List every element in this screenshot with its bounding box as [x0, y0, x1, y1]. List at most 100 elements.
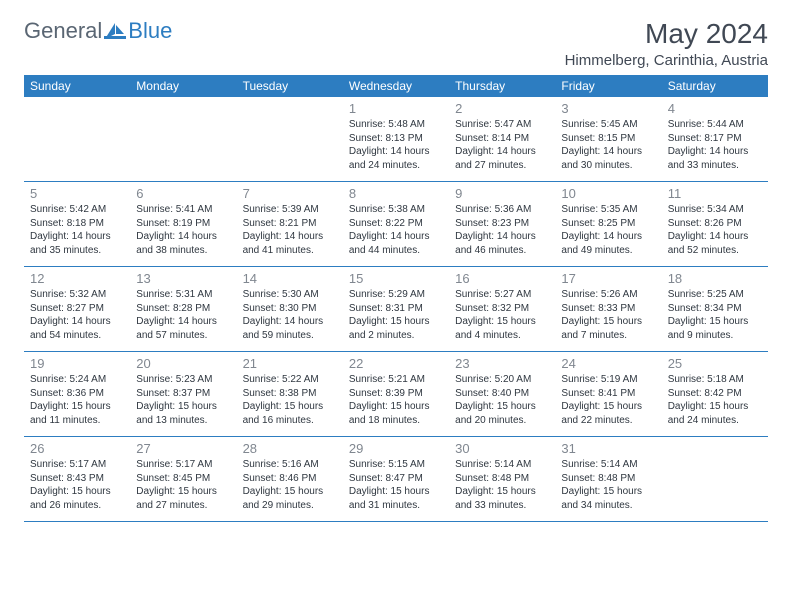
day-cell	[130, 97, 236, 181]
day-number: 31	[561, 441, 655, 456]
day-info-line: Sunset: 8:38 PM	[243, 387, 337, 401]
calendar: SundayMondayTuesdayWednesdayThursdayFrid…	[24, 75, 768, 522]
day-info-line: Sunset: 8:23 PM	[455, 217, 549, 231]
day-cell	[662, 437, 768, 521]
day-cell: 16Sunrise: 5:27 AMSunset: 8:32 PMDayligh…	[449, 267, 555, 351]
day-info-line: Daylight: 14 hours	[349, 145, 443, 159]
day-info-line: Daylight: 15 hours	[561, 315, 655, 329]
day-number: 13	[136, 271, 230, 286]
day-info-line: Sunrise: 5:35 AM	[561, 203, 655, 217]
day-info-line: Sunrise: 5:30 AM	[243, 288, 337, 302]
day-cell: 9 Sunrise: 5:36 AMSunset: 8:23 PMDaylight…	[449, 182, 555, 266]
day-info-line: Sunrise: 5:20 AM	[455, 373, 549, 387]
day-info-line: and 24 minutes.	[668, 414, 762, 428]
day-info-line: Daylight: 15 hours	[668, 315, 762, 329]
day-info-line: Sunrise: 5:14 AM	[561, 458, 655, 472]
day-cell	[237, 97, 343, 181]
day-cell: 4Sunrise: 5:44 AMSunset: 8:17 PMDaylight…	[662, 97, 768, 181]
day-cell: 23Sunrise: 5:20 AMSunset: 8:40 PMDayligh…	[449, 352, 555, 436]
day-cell: 15Sunrise: 5:29 AMSunset: 8:31 PMDayligh…	[343, 267, 449, 351]
day-cell: 14Sunrise: 5:30 AMSunset: 8:30 PMDayligh…	[237, 267, 343, 351]
day-info-line: Sunrise: 5:45 AM	[561, 118, 655, 132]
day-info-line: Sunrise: 5:32 AM	[30, 288, 124, 302]
day-info-line: Sunset: 8:32 PM	[455, 302, 549, 316]
day-info-line: Sunset: 8:13 PM	[349, 132, 443, 146]
day-cell: 12Sunrise: 5:32 AMSunset: 8:27 PMDayligh…	[24, 267, 130, 351]
day-cell: 13Sunrise: 5:31 AMSunset: 8:28 PMDayligh…	[130, 267, 236, 351]
day-number: 21	[243, 356, 337, 371]
day-info-line: Daylight: 14 hours	[455, 230, 549, 244]
day-number: 29	[349, 441, 443, 456]
day-info-line: and 59 minutes.	[243, 329, 337, 343]
day-number: 24	[561, 356, 655, 371]
weekday-header: Sunday	[24, 75, 130, 97]
day-info-line: Sunrise: 5:48 AM	[349, 118, 443, 132]
week-row: 19Sunrise: 5:24 AMSunset: 8:36 PMDayligh…	[24, 352, 768, 437]
day-info-line: Sunrise: 5:26 AM	[561, 288, 655, 302]
day-info-line: Sunrise: 5:36 AM	[455, 203, 549, 217]
day-info-line: Sunrise: 5:25 AM	[668, 288, 762, 302]
day-cell: 5Sunrise: 5:42 AMSunset: 8:18 PMDaylight…	[24, 182, 130, 266]
day-info-line: Daylight: 15 hours	[561, 400, 655, 414]
day-number: 23	[455, 356, 549, 371]
day-info-line: Sunrise: 5:41 AM	[136, 203, 230, 217]
day-info-line: Sunset: 8:43 PM	[30, 472, 124, 486]
day-info-line: and 4 minutes.	[455, 329, 549, 343]
day-info-line: Sunset: 8:25 PM	[561, 217, 655, 231]
day-number: 9	[455, 186, 549, 201]
day-number: 7	[243, 186, 337, 201]
day-info-line: and 31 minutes.	[349, 499, 443, 513]
day-info-line: Sunrise: 5:29 AM	[349, 288, 443, 302]
day-info-line: and 38 minutes.	[136, 244, 230, 258]
day-info-line: Daylight: 14 hours	[30, 315, 124, 329]
location-subtitle: Himmelberg, Carinthia, Austria	[565, 52, 768, 69]
day-info-line: Daylight: 15 hours	[30, 485, 124, 499]
day-cell: 11Sunrise: 5:34 AMSunset: 8:26 PMDayligh…	[662, 182, 768, 266]
day-info-line: Daylight: 15 hours	[455, 315, 549, 329]
day-cell: 29Sunrise: 5:15 AMSunset: 8:47 PMDayligh…	[343, 437, 449, 521]
day-cell: 6Sunrise: 5:41 AMSunset: 8:19 PMDaylight…	[130, 182, 236, 266]
month-title: May 2024	[565, 18, 768, 50]
day-info-line: Sunset: 8:15 PM	[561, 132, 655, 146]
day-info-line: Daylight: 14 hours	[349, 230, 443, 244]
day-info-line: Sunset: 8:45 PM	[136, 472, 230, 486]
day-info-line: Sunset: 8:27 PM	[30, 302, 124, 316]
day-number: 19	[30, 356, 124, 371]
day-info-line: Sunset: 8:34 PM	[668, 302, 762, 316]
day-info-line: and 34 minutes.	[561, 499, 655, 513]
day-number: 17	[561, 271, 655, 286]
day-cell: 31 Sunrise: 5:14 AMSunset: 8:48 PMDayligh…	[555, 437, 661, 521]
day-info-line: Daylight: 15 hours	[455, 485, 549, 499]
day-info-line: Daylight: 15 hours	[561, 485, 655, 499]
day-number: 18	[668, 271, 762, 286]
day-info-line: Sunset: 8:48 PM	[561, 472, 655, 486]
day-cell: 30Sunrise: 5:14 AMSunset: 8:48 PMDayligh…	[449, 437, 555, 521]
day-info-line: and 2 minutes.	[349, 329, 443, 343]
day-cell: 8Sunrise: 5:38 AMSunset: 8:22 PMDaylight…	[343, 182, 449, 266]
day-info-line: and 27 minutes.	[455, 159, 549, 173]
day-info-line: Daylight: 15 hours	[243, 485, 337, 499]
day-cell: 2Sunrise: 5:47 AMSunset: 8:14 PMDaylight…	[449, 97, 555, 181]
day-info-line: and 9 minutes.	[668, 329, 762, 343]
day-info-line: Sunrise: 5:17 AM	[30, 458, 124, 472]
day-info-line: and 18 minutes.	[349, 414, 443, 428]
day-info-line: Sunset: 8:42 PM	[668, 387, 762, 401]
day-info-line: and 41 minutes.	[243, 244, 337, 258]
day-info-line: Sunrise: 5:14 AM	[455, 458, 549, 472]
day-info-line: and 26 minutes.	[30, 499, 124, 513]
day-info-line: Daylight: 15 hours	[349, 315, 443, 329]
day-info-line: Sunset: 8:17 PM	[668, 132, 762, 146]
brand-logo: General Blue	[24, 18, 172, 44]
day-info-line: Daylight: 15 hours	[349, 485, 443, 499]
day-cell: 1Sunrise: 5:48 AMSunset: 8:13 PMDaylight…	[343, 97, 449, 181]
day-info-line: and 30 minutes.	[561, 159, 655, 173]
day-info-line: and 52 minutes.	[668, 244, 762, 258]
day-info-line: Sunrise: 5:16 AM	[243, 458, 337, 472]
day-info-line: Daylight: 15 hours	[136, 485, 230, 499]
day-cell: 28Sunrise: 5:16 AMSunset: 8:46 PMDayligh…	[237, 437, 343, 521]
day-info-line: Daylight: 15 hours	[349, 400, 443, 414]
day-number: 3	[561, 101, 655, 116]
day-info-line: and 33 minutes.	[455, 499, 549, 513]
day-number: 28	[243, 441, 337, 456]
day-info-line: Sunset: 8:40 PM	[455, 387, 549, 401]
